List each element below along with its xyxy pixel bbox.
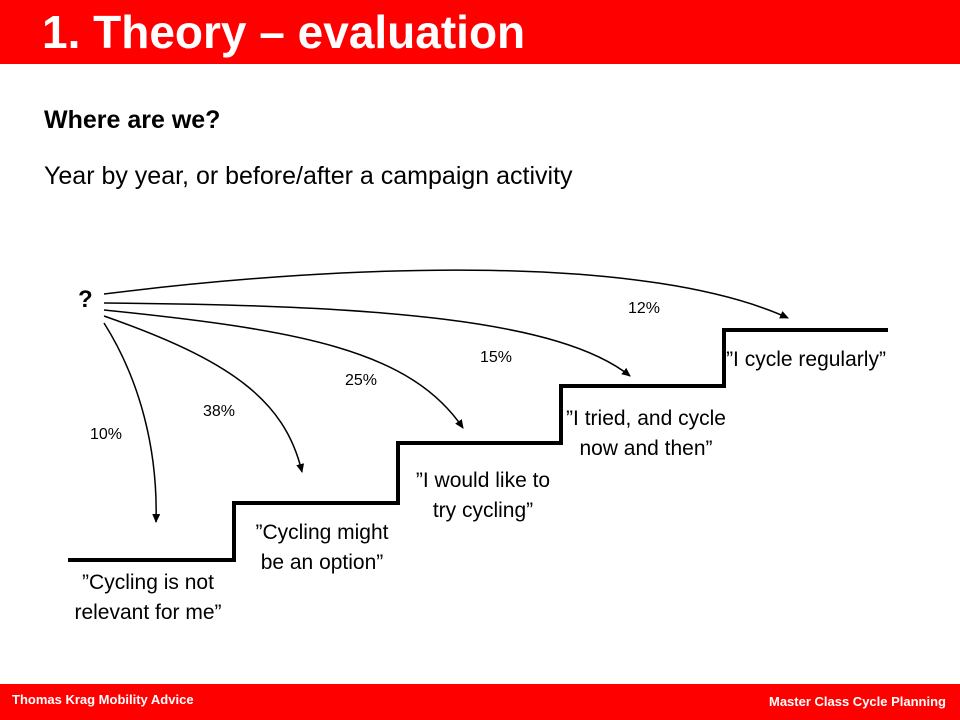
stage-label-2: ”Cycling might be an option” [255, 521, 389, 574]
footer-course: Master Class Cycle Planning [768, 694, 946, 709]
percent-stage-4: 15% [480, 349, 513, 366]
footer-author: Thomas Krag Mobility Advice [12, 692, 194, 707]
arrow-to-stage-3 [103, 309, 464, 429]
stage-label-3: ”I would like to try cycling” [415, 469, 551, 522]
title-bar: 1. Theory – evaluation [0, 0, 960, 64]
arrow-to-stage-5 [103, 269, 789, 319]
stage-label-4: ”I tried, and cycle now and then” [566, 407, 726, 460]
subtitle: Where are we? [44, 106, 221, 134]
footer-bar: Thomas Krag Mobility Advice Master Class… [0, 684, 960, 720]
origin-question-mark: ? [78, 286, 93, 313]
percent-stage-5: 12% [628, 300, 661, 317]
arrow-to-stage-4 [103, 302, 631, 377]
percent-stage-2: 38% [203, 403, 236, 420]
percent-stage-1: 10% [90, 426, 123, 443]
percent-stage-3: 25% [345, 372, 378, 389]
description: Year by year, or before/after a campaign… [44, 162, 573, 190]
slide-title: 1. Theory – evaluation [42, 6, 526, 58]
stage-label-1: ”Cycling is not relevant for me” [74, 571, 222, 624]
staircase-line [68, 328, 888, 562]
stage-label-5: ”I cycle regularly” [726, 348, 886, 371]
arrow-to-stage-1 [103, 322, 161, 523]
arrow-to-stage-2 [103, 315, 305, 473]
